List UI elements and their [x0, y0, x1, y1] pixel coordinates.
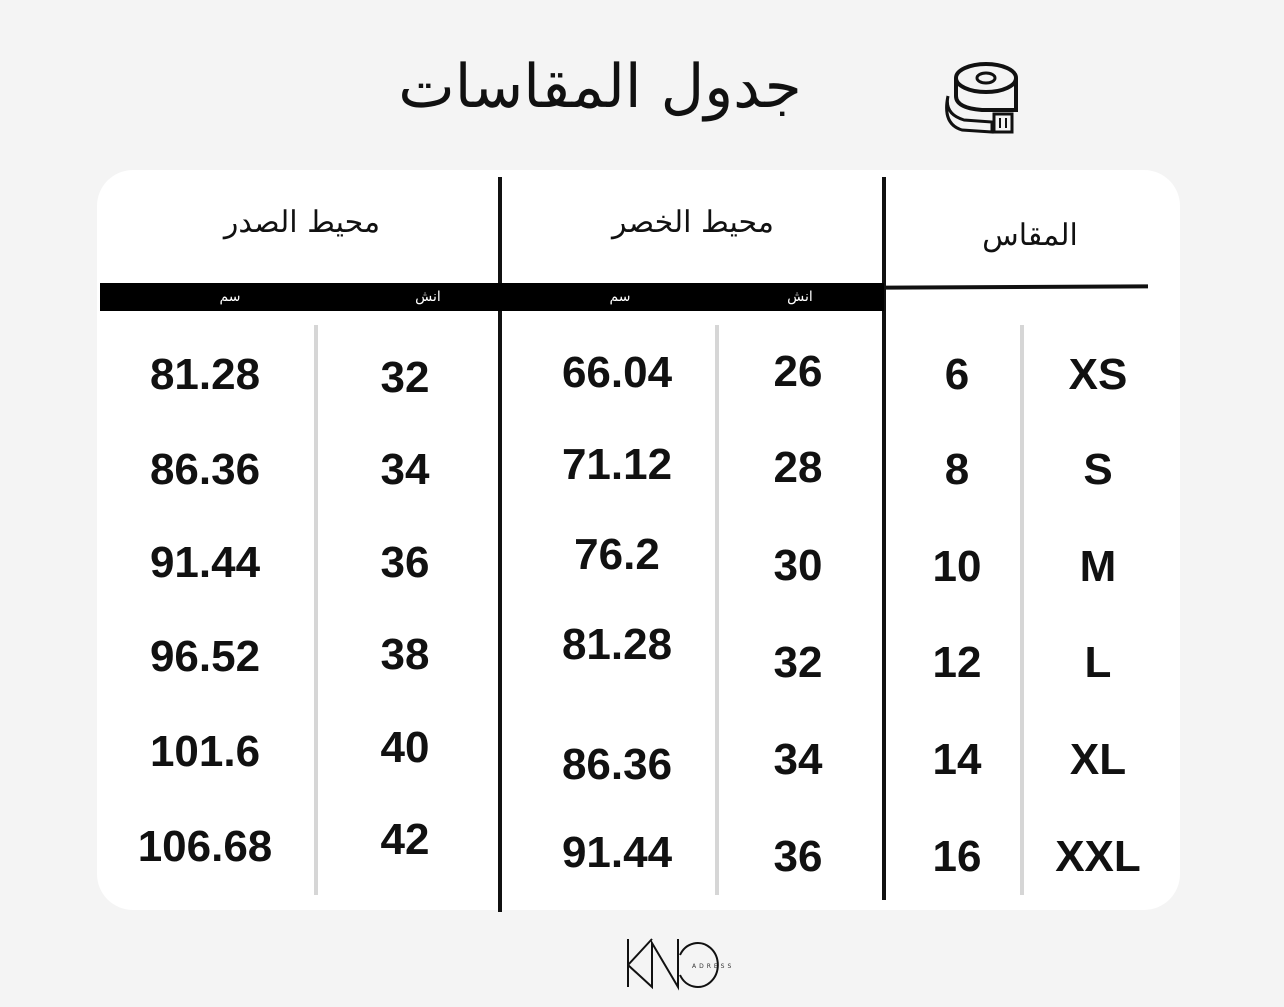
cell-chest-inch: 42	[380, 815, 430, 864]
column-separator	[1020, 325, 1024, 895]
cell-waist-inch: 32	[773, 638, 823, 687]
page-title: جدول المقاسات	[398, 52, 802, 122]
cell-chest-cm: 91.44	[149, 538, 261, 587]
cell-chest-cm: 96.52	[149, 632, 261, 681]
unit-chest-cm: سم	[219, 289, 241, 305]
cell-waist-cm: 66.04	[561, 348, 673, 397]
cell-waist-inch: 36	[773, 832, 823, 881]
cell-chest-cm: 81.28	[149, 350, 261, 399]
cell-number: 16	[932, 832, 982, 881]
header-chest: محيط الصدر	[223, 205, 381, 240]
cell-number: 6	[944, 350, 970, 399]
cell-chest-cm: 101.6	[149, 727, 261, 776]
column-divider	[498, 177, 502, 912]
brand-logo: ADRESS	[627, 938, 734, 991]
header-waist: محيط الخصر	[612, 205, 774, 240]
column-separator	[715, 325, 719, 895]
cell-number: 12	[932, 638, 982, 687]
cell-waist-inch: 30	[773, 541, 823, 590]
cell-chest-inch: 32	[380, 353, 430, 402]
column-divider	[882, 177, 886, 900]
cell-size: XS	[1068, 350, 1128, 399]
unit-waist-cm: سم	[609, 289, 631, 305]
column-separator	[314, 325, 318, 895]
cell-number: 10	[932, 542, 982, 591]
cell-chest-cm: 86.36	[149, 445, 261, 494]
cell-number: 8	[944, 445, 970, 494]
unit-chest-inch: انش	[415, 289, 441, 305]
cell-chest-inch: 34	[380, 445, 430, 494]
units-bar	[100, 283, 884, 311]
cell-waist-cm: 81.28	[561, 620, 673, 669]
cell-waist-cm: 76.2	[574, 530, 660, 579]
tape-measure-icon	[945, 62, 1018, 134]
cell-chest-cm: 106.68	[137, 822, 273, 871]
cell-size: S	[1083, 445, 1113, 494]
cell-waist-inch: 28	[773, 443, 823, 492]
unit-waist-inch: انش	[787, 289, 813, 305]
cell-size: M	[1079, 542, 1117, 591]
header-size: المقاس	[982, 218, 1078, 253]
cell-waist-cm: 91.44	[561, 828, 673, 877]
cell-waist-inch: 34	[773, 735, 823, 784]
cell-chest-inch: 40	[380, 723, 430, 772]
cell-number: 14	[932, 735, 982, 784]
cell-waist-cm: 86.36	[561, 740, 673, 789]
svg-text:ADRESS: ADRESS	[692, 963, 734, 970]
cell-chest-inch: 36	[380, 538, 430, 587]
cell-size: L	[1084, 638, 1112, 687]
cell-waist-inch: 26	[773, 347, 823, 396]
cell-chest-inch: 38	[380, 630, 430, 679]
cell-size: XXL	[1055, 832, 1141, 881]
cell-waist-cm: 71.12	[561, 440, 673, 489]
cell-size: XL	[1069, 735, 1127, 784]
